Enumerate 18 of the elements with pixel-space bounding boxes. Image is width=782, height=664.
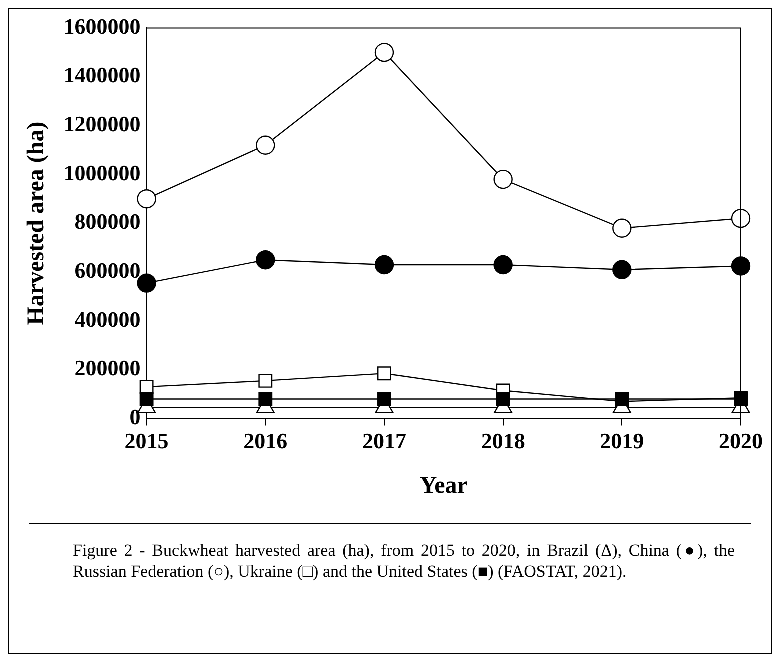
y-tick-label: 1200000 — [64, 112, 141, 137]
y-axis-title: Harvested area (ha) — [24, 122, 50, 326]
y-tick-label: 800000 — [74, 209, 141, 234]
x-tick-label: 2019 — [600, 428, 644, 454]
x-axis-title: Year — [420, 472, 468, 499]
y-tick-label: 200000 — [74, 356, 141, 381]
y-tick-label: 400000 — [74, 306, 141, 332]
y-tick-label: 1600000 — [64, 14, 141, 39]
y-tick-label: 1000000 — [64, 160, 141, 186]
x-tick-label: 2020 — [719, 428, 763, 454]
y-tick-label: 0 — [130, 404, 141, 430]
y-tick-label: 1400000 — [64, 62, 141, 88]
x-tick-label: 2016 — [244, 428, 288, 454]
y-tick-label: 600000 — [74, 258, 141, 284]
x-tick-label: 2017 — [362, 428, 406, 454]
x-tick-label: 2018 — [481, 428, 526, 454]
x-tick-label: 2015 — [124, 428, 169, 454]
caption: Figure 2 - Buckwheat harvested area (ha), from 2015 to 2020, in Brazil (Δ), China (●), the Russian Federation (○), Ukraine (□) and the United States (■) (FAOSTAT, 2021). — [73, 540, 735, 582]
